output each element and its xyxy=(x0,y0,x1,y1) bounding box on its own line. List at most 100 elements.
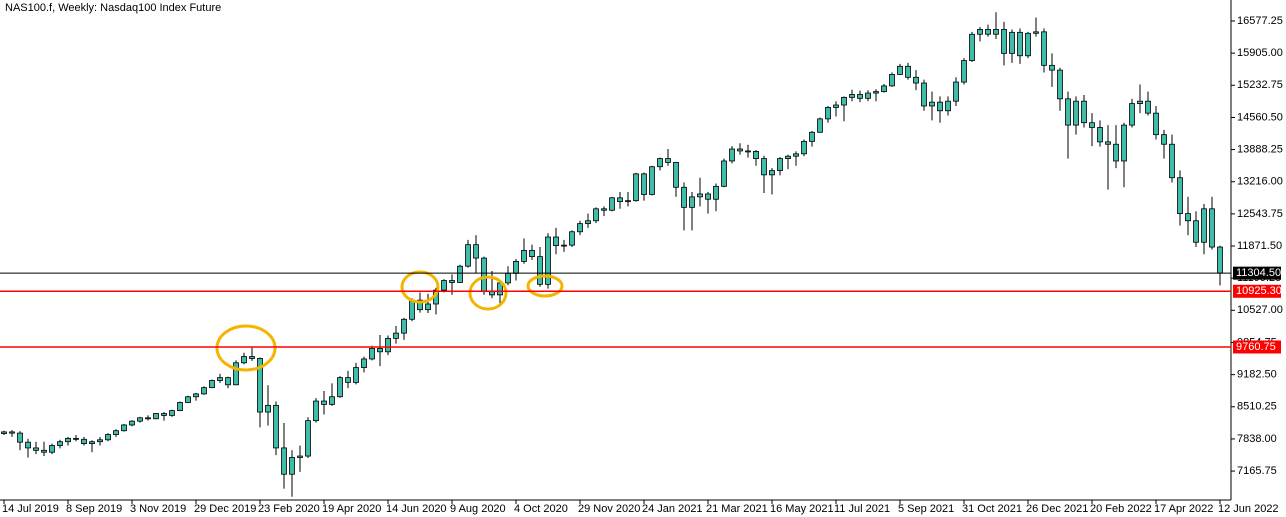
candle-body xyxy=(353,367,359,383)
candle-body xyxy=(281,447,287,475)
y-tick-label: 13888.25 xyxy=(1237,143,1283,155)
candle-body xyxy=(761,158,767,176)
candle-body xyxy=(217,377,223,381)
candle-body xyxy=(1153,112,1159,136)
candle-body xyxy=(721,160,727,187)
candle-body xyxy=(617,197,623,203)
candle-body xyxy=(345,377,351,383)
y-tick-label: 15905.00 xyxy=(1237,47,1283,59)
y-tick-label: 12543.75 xyxy=(1237,208,1283,220)
candle-body xyxy=(1177,177,1183,214)
candle-body xyxy=(985,29,991,35)
candle-body xyxy=(1017,31,1023,57)
price-label: 9760.75 xyxy=(1236,341,1276,353)
candle-body xyxy=(273,404,279,449)
candle-body xyxy=(577,223,583,233)
y-tick-label: 10527.00 xyxy=(1237,304,1283,316)
candle-body xyxy=(1209,208,1215,248)
candle-body xyxy=(905,65,911,78)
candle-body xyxy=(1001,29,1007,54)
candle-body xyxy=(209,380,215,389)
candle-body xyxy=(833,104,839,108)
candle-body xyxy=(1097,127,1103,143)
x-tick-label: 14 Jul 2019 xyxy=(2,503,59,515)
candle-body xyxy=(105,434,111,441)
candle-body xyxy=(393,332,399,339)
candle-body xyxy=(769,170,775,176)
candle-body xyxy=(809,131,815,142)
x-tick-label: 31 Oct 2021 xyxy=(962,503,1022,515)
candle-body xyxy=(849,94,855,98)
candle-body xyxy=(193,393,199,398)
candle-body xyxy=(697,193,703,198)
candle-body xyxy=(465,244,471,267)
price-label: 10925.30 xyxy=(1236,285,1282,297)
candle-body xyxy=(249,356,255,359)
candle-body xyxy=(729,148,735,162)
candle-body xyxy=(409,299,415,320)
x-tick-label: 29 Dec 2019 xyxy=(194,503,256,515)
candle-body xyxy=(457,265,463,283)
candle-body xyxy=(81,438,87,445)
candle-body xyxy=(177,402,183,412)
x-tick-label: 20 Feb 2022 xyxy=(1090,503,1152,515)
candle-body xyxy=(49,445,55,453)
highlight-ellipse xyxy=(526,274,564,298)
annotations xyxy=(215,270,564,372)
candle-body xyxy=(625,200,631,203)
x-tick-label: 16 May 2021 xyxy=(770,503,834,515)
price-label: 11304.50 xyxy=(1236,267,1281,279)
candle-body xyxy=(297,455,303,458)
candle-body xyxy=(225,377,231,386)
candle-body xyxy=(241,356,247,364)
candle-body xyxy=(521,250,527,262)
candle-body xyxy=(569,231,575,246)
price-label-box xyxy=(1233,266,1281,280)
candle-body xyxy=(1145,100,1151,114)
y-tick-label: 15232.75 xyxy=(1237,79,1283,91)
candle-body xyxy=(289,457,295,475)
y-tick-label: 7165.75 xyxy=(1237,465,1277,477)
candle-body xyxy=(801,140,807,155)
candle-body xyxy=(1009,31,1015,54)
candle-body xyxy=(17,432,23,443)
candle-body xyxy=(1033,31,1039,34)
candle-body xyxy=(113,430,119,435)
candle-body xyxy=(1,431,7,434)
candle-body xyxy=(137,417,143,422)
highlight-ellipse xyxy=(468,275,508,311)
candle-body xyxy=(449,280,455,283)
candle-body xyxy=(1113,143,1119,162)
candle-body xyxy=(945,100,951,112)
candle-body xyxy=(505,272,511,284)
y-tick-label: 9182.50 xyxy=(1237,369,1277,381)
candle-body xyxy=(657,158,663,168)
candle-body xyxy=(561,244,567,247)
candle-body xyxy=(265,404,271,413)
candle-body xyxy=(1217,246,1223,274)
x-tick-label: 29 Nov 2020 xyxy=(578,503,640,515)
candle-body xyxy=(737,148,743,152)
x-tick-label: 26 Dec 2021 xyxy=(1026,503,1088,515)
candle-body xyxy=(913,76,919,84)
candle-body xyxy=(1081,100,1087,124)
candle-body xyxy=(537,256,543,285)
candle-body xyxy=(1041,31,1047,66)
candle-body xyxy=(713,185,719,200)
candle-body xyxy=(1129,103,1135,126)
price-label-box xyxy=(1233,284,1281,298)
candle-body xyxy=(545,236,551,285)
candle-body xyxy=(825,107,831,120)
candle-body xyxy=(185,396,191,403)
candle-body xyxy=(1137,100,1143,104)
candle-body xyxy=(937,101,943,112)
candle-body xyxy=(777,158,783,171)
y-tick-label: 11871.50 xyxy=(1237,240,1282,252)
candle-body xyxy=(121,424,127,432)
candle-body xyxy=(233,362,239,386)
candle-body xyxy=(153,413,159,420)
price-label-box xyxy=(1233,340,1281,354)
candle-body xyxy=(785,155,791,159)
x-tick-label: 14 Jun 2020 xyxy=(386,503,447,515)
candle-body xyxy=(1049,64,1055,71)
